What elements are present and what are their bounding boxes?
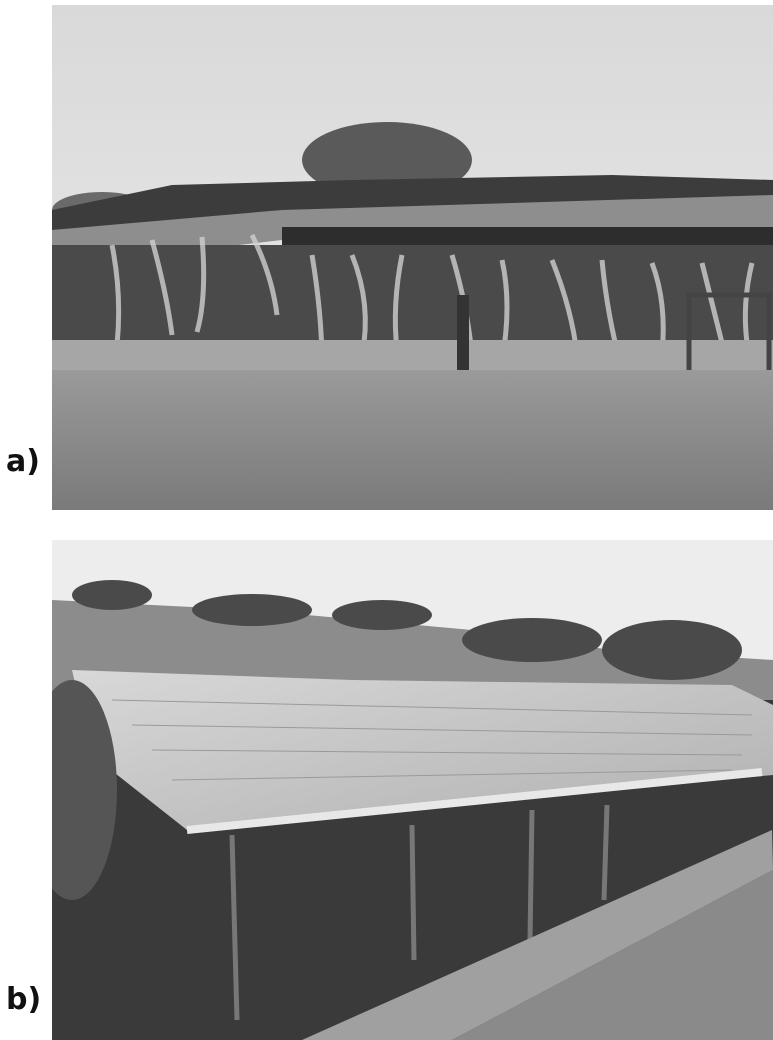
panel-label: b) xyxy=(6,982,42,1017)
photo-b xyxy=(52,540,773,1040)
panel-label: a) xyxy=(6,444,40,479)
photo-a xyxy=(52,5,773,510)
